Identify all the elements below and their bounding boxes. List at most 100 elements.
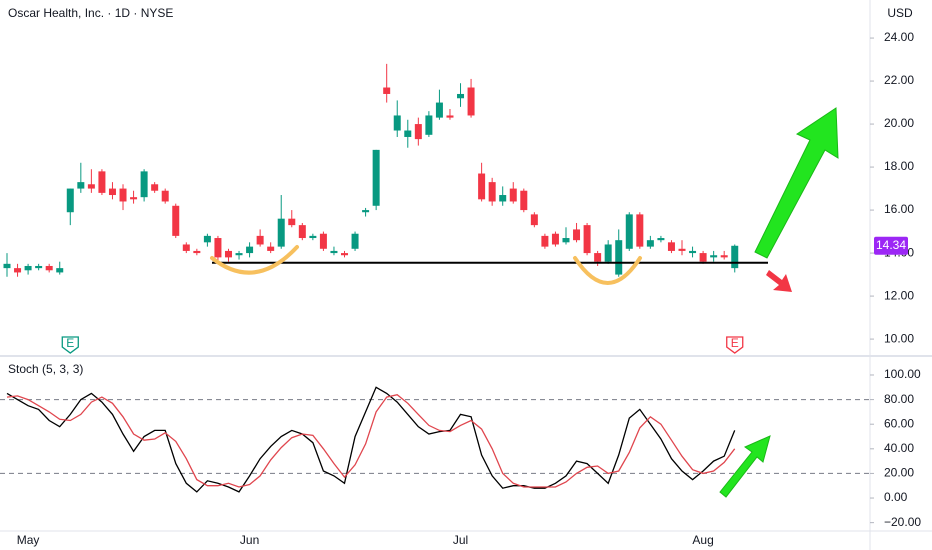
candle-body: [646, 240, 654, 247]
candle-body: [298, 225, 306, 239]
candle-body: [309, 235, 317, 239]
y-tick-label: 0.00: [884, 490, 908, 504]
candle-body: [667, 242, 675, 251]
indicator-title: Stoch (5, 3, 3): [8, 362, 83, 376]
candle-body: [657, 238, 665, 241]
candle-body: [66, 188, 74, 213]
candle-body: [277, 218, 285, 247]
candle-body: [341, 253, 349, 256]
candle-body: [151, 184, 159, 191]
candle-body: [267, 246, 275, 251]
candle-body: [457, 93, 465, 99]
candle-body: [689, 250, 697, 254]
candle-body: [467, 87, 475, 116]
candle-body: [256, 235, 264, 245]
y-tick-label: 40.00: [884, 441, 914, 455]
candle-body: [393, 115, 401, 131]
candle-body: [351, 233, 359, 249]
candle-body: [77, 182, 85, 189]
candle-body: [615, 240, 623, 275]
candle-body: [478, 173, 486, 200]
x-tick-label: May: [17, 533, 40, 547]
y-tick-label: 80.00: [884, 392, 914, 406]
chart-title: Oscar Health, Inc. · 1D · NYSE: [8, 6, 173, 20]
candle-body: [414, 124, 422, 140]
earnings-marker: [726, 336, 744, 354]
candle-body: [731, 245, 739, 269]
candle-body: [404, 130, 412, 137]
last-price-box: [874, 236, 908, 255]
candle-body: [720, 255, 728, 258]
x-tick-label: Jun: [240, 533, 259, 547]
y-tick-label: 20.00: [884, 116, 914, 130]
down-arrow: [766, 270, 792, 292]
x-tick-label: Jul: [453, 533, 468, 547]
y-tick-label: 16.00: [884, 202, 914, 216]
candle-body: [330, 250, 338, 254]
y-tick-label: 20.00: [884, 466, 914, 480]
candle-body: [182, 244, 190, 251]
candle-body: [435, 102, 443, 118]
candle-body: [699, 253, 707, 262]
candle-body: [214, 238, 222, 258]
candle-body: [161, 190, 169, 202]
candle-body: [35, 265, 43, 269]
candle-body: [14, 268, 22, 273]
stoch-up-arrow: [719, 435, 771, 498]
earnings-label: E: [66, 336, 74, 350]
candle-body: [446, 115, 454, 118]
candle-body: [636, 214, 644, 247]
candle-body: [45, 265, 53, 271]
candle-body: [710, 255, 718, 258]
stoch-line: [6, 386, 736, 493]
candle-body: [24, 265, 32, 271]
stoch-line: [6, 393, 736, 488]
candle-body: [499, 195, 507, 202]
candle-body: [56, 268, 64, 273]
up-arrow: [754, 107, 839, 259]
candle-body: [172, 205, 180, 236]
candle-body: [224, 250, 232, 258]
candle-body: [425, 115, 433, 135]
candle-body: [594, 253, 602, 262]
candle-body: [319, 233, 327, 249]
y-tick-label: 22.00: [884, 73, 914, 87]
pattern-arc: [573, 256, 642, 285]
candle-body: [604, 244, 612, 262]
last-price-label: 14.34: [876, 238, 906, 252]
x-tick-label: Aug: [692, 533, 713, 547]
candle-body: [509, 188, 517, 202]
candle-body: [488, 182, 496, 202]
currency-label: USD: [887, 6, 913, 20]
pattern-arc: [210, 245, 299, 275]
y-tick-label: 24.00: [884, 30, 914, 44]
candle-body: [678, 248, 686, 251]
candle-body: [541, 235, 549, 247]
candle-body: [98, 171, 106, 193]
candle-body: [372, 149, 380, 206]
candle-body: [235, 253, 243, 256]
y-tick-label: 10.00: [884, 331, 914, 345]
candle-body: [87, 184, 95, 189]
plot-layer: 10.0012.0014.0016.0018.0020.0022.0024.00…: [0, 30, 921, 547]
y-tick-label: 60.00: [884, 416, 914, 430]
candle-body: [573, 229, 581, 241]
candle-body: [193, 250, 201, 254]
candle-body: [625, 214, 633, 249]
y-tick-label: 12.00: [884, 288, 914, 302]
candle-body: [130, 197, 138, 200]
candle-body: [520, 190, 528, 211]
candle-body: [362, 210, 370, 213]
candle-body: [108, 188, 116, 196]
earnings-label: E: [731, 336, 739, 350]
candle-body: [562, 238, 570, 243]
candle-body: [383, 87, 391, 94]
y-tick-label: 18.00: [884, 159, 914, 173]
y-tick-label: 100.00: [884, 367, 921, 381]
candle-body: [3, 263, 11, 269]
candle-body: [288, 218, 296, 226]
y-tick-label: −20.00: [884, 515, 921, 529]
candle-body: [246, 246, 254, 254]
